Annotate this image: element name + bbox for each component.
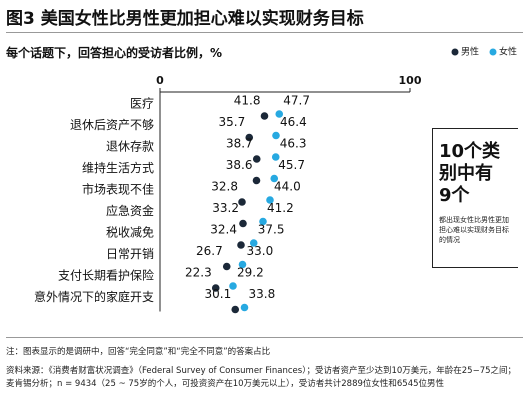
data-label: 30.1 <box>205 287 232 301</box>
data-label: 26.7 <box>196 244 223 258</box>
y-tick-label: 退休存款 <box>106 140 154 154</box>
data-label: 32.8 <box>211 180 238 194</box>
footer-rule <box>6 337 523 338</box>
y-tick-label: 意外情况下的家庭开支 <box>34 289 154 304</box>
y-tick-label: 医疗 <box>130 97 154 111</box>
data-label: 38.7 <box>226 137 253 151</box>
y-tick-label: 税收减免 <box>106 225 154 240</box>
dot <box>252 155 261 163</box>
legend-label: 女性 <box>499 46 517 58</box>
x-tick-label: 100 <box>399 74 422 87</box>
y-tick-label: 日常开销 <box>106 247 154 261</box>
source: 资料来源：《消费者财富状况调查》（Federal Survey of Consu… <box>6 366 517 389</box>
dot <box>275 110 284 118</box>
data-label: 47.7 <box>283 94 310 108</box>
dot <box>270 174 279 183</box>
data-label: 46.4 <box>280 115 307 129</box>
data-label: 22.3 <box>185 266 212 280</box>
legend-swatch <box>451 48 459 56</box>
legend-swatch <box>489 48 497 56</box>
data-label: 46.3 <box>280 137 307 151</box>
y-tick-label: 支付长期看护保险 <box>58 268 154 283</box>
dot <box>245 133 254 142</box>
data-label: 35.7 <box>219 115 246 129</box>
callout-box: 10个类别中有9个 都出现女性比男性更加担心难以实现财务目标的情况 <box>432 128 518 268</box>
chart-title: 图3 美国女性比男性更加担心难以实现财务目标 <box>6 9 364 29</box>
x-tick-label: 0 <box>156 74 164 87</box>
data-label: 41.8 <box>234 94 261 108</box>
dot <box>211 284 220 292</box>
y-tick-label: 退休后资产不够 <box>70 118 154 132</box>
dot <box>239 219 247 228</box>
dot <box>229 282 237 290</box>
callout-headline: 10个类别中有9个 <box>439 141 501 206</box>
title-rule <box>6 32 523 33</box>
data-label: 33.0 <box>247 244 274 258</box>
dot <box>259 217 267 226</box>
footnote: 注：图表显示的是调研中，回答“完全同意”和“完全不同意”的答案占比 <box>6 347 271 357</box>
dot <box>249 239 258 247</box>
dot <box>231 305 240 314</box>
legend-label: 男性 <box>461 46 479 58</box>
data-label: 29.2 <box>237 266 264 280</box>
data-label: 37.5 <box>258 223 285 237</box>
dot <box>237 241 245 249</box>
data-label: 32.4 <box>210 223 237 237</box>
dot <box>238 260 247 269</box>
data-label: 33.8 <box>249 287 276 301</box>
dot <box>240 303 249 312</box>
data-label: 45.7 <box>278 158 305 172</box>
dot <box>271 153 280 161</box>
dot <box>222 262 231 271</box>
y-tick-label: 市场表现不佳 <box>82 182 154 197</box>
data-label: 44.0 <box>274 180 301 194</box>
dot <box>272 131 280 140</box>
dot <box>266 196 274 204</box>
chart-subtitle: 每个话题下，回答担心的受访者比例，% <box>6 46 223 60</box>
data-label: 33.2 <box>212 201 239 215</box>
data-label: 38.6 <box>226 158 253 172</box>
data-label: 41.2 <box>267 201 294 215</box>
dot <box>238 198 246 206</box>
y-tick-label: 维持生活方式 <box>82 160 154 175</box>
y-tick-label: 应急资金 <box>106 203 154 218</box>
dot <box>252 176 261 185</box>
callout-text: 都出现女性比男性更加担心难以实现财务目标的情况 <box>439 216 509 244</box>
dot <box>260 112 269 120</box>
